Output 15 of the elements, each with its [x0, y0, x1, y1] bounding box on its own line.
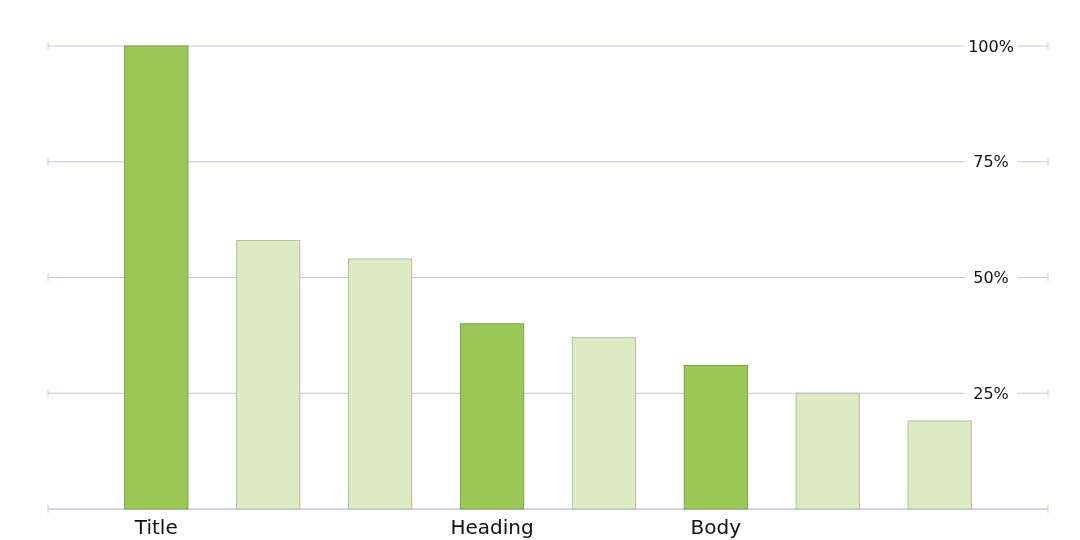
- x-tick-label: Heading: [450, 515, 534, 539]
- bar: [571, 337, 637, 510]
- bar: [459, 323, 525, 510]
- bar: [348, 258, 413, 510]
- y-tick-label: 100%: [968, 36, 1014, 56]
- bar: [236, 239, 301, 510]
- bar: [795, 392, 860, 510]
- bar: [683, 364, 748, 510]
- bar: [124, 45, 189, 510]
- y-tick-label: 25%: [973, 383, 1009, 403]
- y-tick-label: 50%: [973, 268, 1009, 288]
- x-tick-label: Body: [690, 515, 742, 539]
- y-tick-label: 75%: [973, 152, 1009, 172]
- bar: [907, 420, 972, 510]
- x-tick-label: Title: [133, 515, 178, 539]
